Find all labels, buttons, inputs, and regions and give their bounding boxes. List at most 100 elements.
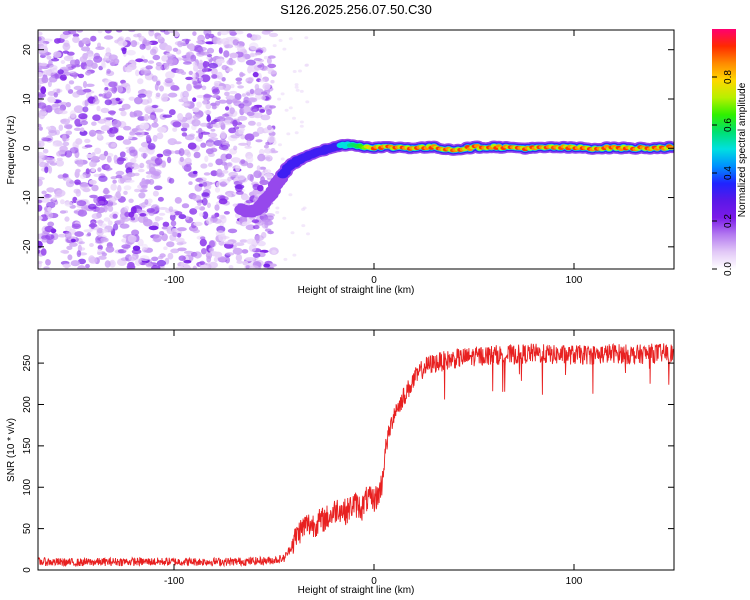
noise-blob [97,251,102,255]
noise-blob [262,82,271,90]
snr-y-tick-label: 150 [22,437,33,454]
noise-blob [182,266,192,269]
noise-blob [196,101,202,108]
noise-blob [219,181,227,188]
noise-blob [65,130,73,136]
noise-blob [223,211,230,215]
noise-blob [38,36,42,42]
noise-blob [168,109,176,116]
noise-blob [91,213,102,220]
noise-blob [76,30,84,33]
noise-blob [42,69,51,76]
noise-blob [132,110,143,117]
noise-blob [64,231,72,240]
noise-blob [73,105,84,114]
noise-blob [207,162,214,167]
noise-blob [212,88,220,95]
noise-blob [126,172,136,178]
noise-blob [282,216,287,220]
noise-blob [245,224,256,231]
noise-blob [169,213,176,221]
snr-panel: -100 0 100 0 50 100 150 200 250 Height of straig… [6,329,675,596]
noise-blob [218,144,229,151]
noise-blob [249,265,259,269]
noise-blob [207,132,218,138]
noise-blob [222,83,232,91]
noise-blob [88,256,98,264]
spectrogram-x-tick-label: -100 [164,275,184,286]
noise-blob [69,59,78,66]
noise-blob [55,159,64,167]
noise-blob [130,158,137,164]
noise-blob [210,170,218,177]
snr-y-axis-label: SNR (10 * v/v) [6,418,17,482]
noise-blob [139,189,148,193]
noise-blob [255,139,263,143]
noise-blob [206,202,211,209]
noise-blob [74,179,81,185]
noise-blob [177,113,184,121]
noise-blob [304,63,309,67]
noise-blob [46,160,55,164]
noise-blob [57,233,67,238]
noise-blob [47,221,55,227]
noise-blob [267,135,276,143]
noise-blob [234,242,245,247]
noise-blob [254,235,264,242]
noise-blob [67,51,75,56]
noise-blob [199,260,205,266]
noise-blob [228,265,234,269]
noise-blob [230,84,235,89]
noise-blob [208,261,218,269]
noise-blob [78,113,88,120]
noise-blob [142,41,153,45]
noise-blob [80,120,89,126]
noise-blob [115,30,123,33]
noise-blob [239,239,248,243]
noise-blob [211,74,218,79]
noise-blob [244,145,252,149]
noise-blob [126,49,136,56]
noise-blob [250,105,259,113]
noise-blob [78,258,86,265]
snr-y-tick-label: 50 [22,523,33,535]
noise-blob [229,90,238,95]
noise-blob [174,31,180,38]
noise-blob [148,225,159,231]
noise-blob [98,255,107,260]
noise-blob [56,88,61,94]
noise-blob [280,157,285,161]
noise-blob [193,65,199,72]
noise-blob [298,69,302,73]
snr-y-tick-label: 0 [22,567,33,573]
noise-blob [119,151,126,158]
noise-blob [47,80,52,88]
noise-blob [181,103,190,107]
noise-blob [203,172,211,176]
noise-blob [210,217,219,222]
noise-blob [117,85,124,93]
noise-blob [249,42,259,51]
noise-blob [100,107,110,114]
noise-blob [252,71,259,78]
noise-blob [98,93,103,97]
noise-blob [60,60,66,64]
noise-blob [259,179,269,186]
noise-blob [263,144,269,149]
noise-blob [246,162,254,169]
noise-blob [233,145,238,151]
noise-blob [234,93,242,101]
noise-blob [70,260,81,267]
noise-blob [177,227,187,232]
noise-blob [151,104,159,109]
noise-blob [225,153,232,160]
colorbar-gradient [712,29,736,269]
noise-blob [222,113,230,118]
noise-blob [258,148,265,156]
noise-blob [205,41,215,45]
noise-blob [199,264,208,269]
noise-blob [130,40,138,48]
noise-blob [69,71,77,75]
noise-blob [108,196,117,203]
noise-blob [69,110,76,119]
